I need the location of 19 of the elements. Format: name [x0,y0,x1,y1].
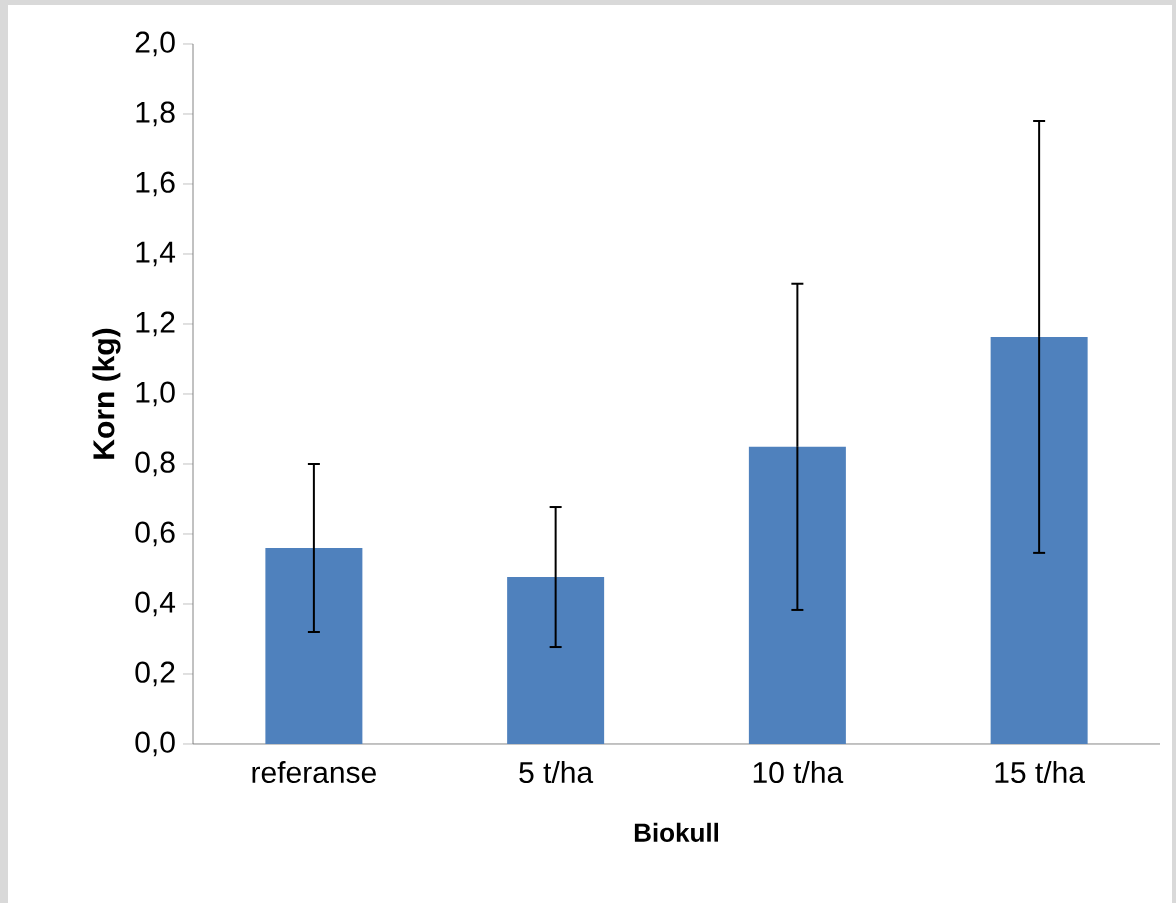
y-tick-label: 0,4 [135,591,176,617]
y-tick-label: 1,4 [136,241,176,267]
x-axis-title: Biokull [634,822,719,842]
y-tick-label: 0,8 [135,451,175,477]
x-tick-label: 5 t/ha [519,761,594,784]
x-tick-label: 10 t/ha [753,761,844,784]
x-tick-label: referanse [252,761,376,784]
x-tick-label: 15 t/ha [995,761,1085,784]
y-tick-label: 0,6 [135,521,175,547]
y-axis-title: Korn (kg) [92,328,121,459]
bar [265,547,363,744]
y-tick-label: 1,8 [136,101,175,127]
y-tick-label: 0,0 [135,731,175,757]
y-tick-label: 1,0 [136,381,175,407]
y-tick-label: 1,6 [136,171,175,197]
bar [507,577,605,744]
y-tick-label: 2,0 [135,31,175,57]
y-tick-label: 1,2 [136,311,175,337]
y-tick-label: 0,2 [135,661,175,687]
